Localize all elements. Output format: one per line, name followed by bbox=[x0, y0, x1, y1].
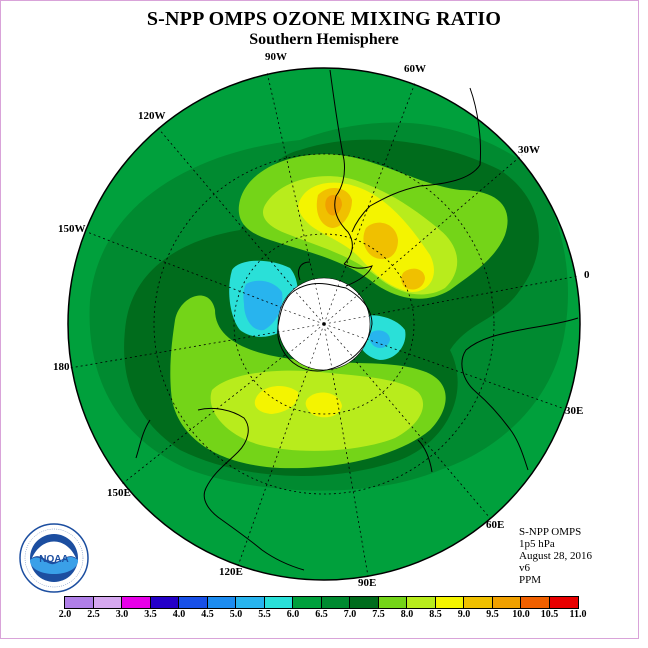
colorbar-segment bbox=[521, 597, 550, 608]
coastlines bbox=[135, 69, 579, 571]
field-5-0-east bbox=[369, 330, 390, 348]
field-5-0-west bbox=[243, 280, 283, 331]
colorbar-tick-label: 7.5 bbox=[372, 609, 385, 620]
info-units: PPM bbox=[519, 574, 542, 586]
coastline-africa bbox=[461, 317, 579, 471]
coastline-madagascar bbox=[417, 439, 433, 473]
longitude-label-180: 180 bbox=[53, 361, 70, 373]
colorbar-tick-label: 11.0 bbox=[569, 609, 587, 620]
colorbar-tick-label: 6.5 bbox=[315, 609, 328, 620]
colorbar-segment bbox=[122, 597, 151, 608]
info-version: v6 bbox=[519, 562, 530, 574]
colorbar-segment bbox=[435, 597, 464, 608]
colorbar bbox=[64, 596, 579, 609]
coastline-south-america-east bbox=[351, 87, 481, 233]
colorbar-segment bbox=[236, 597, 265, 608]
colorbar-segment bbox=[350, 597, 379, 608]
info-block: S-NPP OMPS 1p5 hPa August 28, 2016 v6 PP… bbox=[519, 526, 592, 586]
colorbar-segment bbox=[65, 597, 94, 608]
map-boundary bbox=[67, 67, 581, 581]
field-9-5-upper-a bbox=[325, 194, 342, 216]
longitude-label-0: 0 bbox=[584, 269, 590, 281]
noaa-logo-text: NOAA bbox=[39, 554, 68, 565]
colorbar-segment bbox=[549, 597, 578, 608]
colorbar-segment bbox=[264, 597, 293, 608]
colorbar-segment bbox=[293, 597, 322, 608]
field-9-0-upper-b bbox=[363, 222, 398, 260]
info-instrument: S-NPP OMPS bbox=[519, 526, 582, 538]
colorbar-ticks: 2.0 2.5 3.0 3.5 4.0 4.5 5.0 5.5 6.0 6.5 7.0 7.5 8.0 8… bbox=[0, 609, 648, 623]
map-title: S-NPP OMPS OZONE MIXING RATIO bbox=[146, 8, 502, 30]
colorbar-tick-label: 6.0 bbox=[286, 609, 300, 620]
colorbar-tick-label: 4.5 bbox=[201, 609, 214, 620]
longitude-label-120w: 120W bbox=[138, 110, 166, 122]
field-8-5-lower-b bbox=[305, 392, 342, 418]
colorbar-segment bbox=[150, 597, 179, 608]
longitude-label-90e: 90E bbox=[358, 577, 377, 589]
field-9-0-upper-c bbox=[401, 268, 425, 290]
longitude-label-30w: 30W bbox=[518, 144, 540, 156]
coastline-antarctica bbox=[277, 283, 373, 372]
colorbar-tick-label: 5.5 bbox=[258, 609, 271, 620]
longitude-label-150w: 150W bbox=[58, 223, 86, 235]
colorbar-segment bbox=[207, 597, 236, 608]
coastline-australia bbox=[197, 407, 305, 571]
colorbar-tick-label: 3.5 bbox=[144, 609, 157, 620]
colorbar-tick-label: 7.0 bbox=[343, 609, 357, 620]
latitude-circles bbox=[153, 153, 495, 495]
colorbar-tick-label: 9.0 bbox=[457, 609, 471, 620]
map-subtitle: Southern Hemisphere bbox=[249, 31, 399, 48]
longitude-label-90w: 90W bbox=[265, 51, 287, 63]
meridians bbox=[69, 71, 579, 577]
longitude-label-120e: 120E bbox=[219, 566, 243, 578]
colorbar-segment bbox=[464, 597, 493, 608]
noaa-logo: NOAA bbox=[19, 523, 89, 593]
longitude-label-60e: 60E bbox=[486, 519, 505, 531]
coastline-antarctic-peninsula bbox=[343, 263, 373, 287]
colorbar-segment bbox=[378, 597, 407, 608]
longitude-label-150e: 150E bbox=[107, 487, 131, 499]
coastline-south-america-tip bbox=[297, 261, 311, 281]
colorbar-tick-label: 4.0 bbox=[172, 609, 186, 620]
colorbar-tick-label: 8.0 bbox=[400, 609, 414, 620]
info-level: 1p5 hPa bbox=[519, 538, 555, 550]
colorbar-tick-label: 2.0 bbox=[58, 609, 72, 620]
colorbar-tick-label: 10.5 bbox=[540, 609, 559, 620]
colorbar-segment bbox=[407, 597, 436, 608]
colorbar-segment bbox=[179, 597, 208, 608]
longitude-label-30e: 30E bbox=[565, 405, 584, 417]
colorbar-tick-label: 3.0 bbox=[115, 609, 129, 620]
coastline-south-america bbox=[329, 69, 353, 265]
colorbar-segment bbox=[321, 597, 350, 608]
south-pole-marker bbox=[322, 322, 326, 326]
colorbar-tick-label: 9.5 bbox=[486, 609, 499, 620]
colorbar-tick-label: 8.5 bbox=[429, 609, 442, 620]
longitude-label-60w: 60W bbox=[404, 63, 426, 75]
colorbar-tick-label: 10.0 bbox=[512, 609, 530, 620]
colorbar-segment bbox=[93, 597, 122, 608]
colorbar-segment bbox=[492, 597, 521, 608]
colorbar-tick-label: 5.0 bbox=[229, 609, 243, 620]
info-date: August 28, 2016 bbox=[519, 550, 593, 562]
colorbar-tick-label: 2.5 bbox=[87, 609, 100, 620]
coastline-new-zealand bbox=[135, 419, 151, 459]
